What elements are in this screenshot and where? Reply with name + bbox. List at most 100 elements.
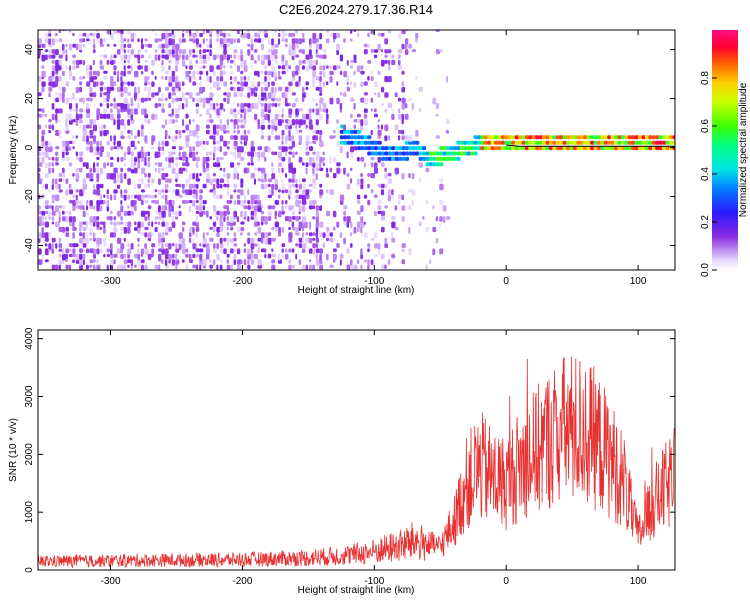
spectrogram-cell bbox=[99, 65, 104, 70]
spectrogram-cell bbox=[312, 38, 317, 44]
spectrogram-cell bbox=[446, 146, 451, 151]
spectrogram-cell bbox=[404, 49, 409, 55]
spectrogram-cell bbox=[446, 216, 451, 220]
spectrogram-cell bbox=[96, 226, 101, 231]
spectrogram-cell bbox=[44, 205, 50, 209]
spectrogram-cell bbox=[96, 70, 100, 77]
spectrogram-cell bbox=[164, 248, 169, 255]
spectrogram-cell bbox=[168, 253, 172, 261]
spectrogram-cell bbox=[535, 146, 540, 151]
spectrogram-cell bbox=[411, 200, 414, 206]
spectrogram-cell bbox=[123, 70, 126, 77]
spectrogram-cell bbox=[192, 243, 197, 250]
spectrogram-cell bbox=[144, 65, 148, 72]
spectrogram-cell bbox=[284, 38, 288, 43]
spectrogram-cell bbox=[58, 65, 62, 71]
spectrogram-cell bbox=[521, 135, 526, 140]
spectrogram-cell bbox=[308, 156, 312, 164]
spectrogram-cell bbox=[298, 140, 302, 146]
spectrogram-cell bbox=[233, 167, 238, 174]
spectrogram-cell bbox=[415, 32, 419, 39]
spectrogram-cell bbox=[116, 173, 122, 179]
spectrogram-cell bbox=[271, 38, 274, 46]
spectrogram-cell bbox=[55, 156, 59, 162]
spectrogram-cell bbox=[116, 86, 121, 93]
spectrogram-cell bbox=[363, 221, 366, 225]
spectrogram-cell bbox=[332, 65, 337, 71]
spectrogram-cell bbox=[38, 162, 43, 167]
spectrogram-cell bbox=[408, 205, 412, 210]
spectrogram-cell bbox=[199, 194, 203, 200]
spectrogram-cell bbox=[120, 70, 124, 76]
spectrogram-cell bbox=[168, 113, 173, 117]
spectrogram-cell bbox=[113, 221, 117, 227]
spectrogram-cell bbox=[147, 205, 152, 210]
spectrogram-cell bbox=[617, 140, 622, 145]
spectrogram-cell bbox=[380, 264, 385, 269]
spectrogram-cell bbox=[250, 210, 255, 216]
spectrogram-cell bbox=[295, 65, 300, 71]
spectrogram-cell bbox=[58, 253, 62, 258]
spectrogram-cell bbox=[92, 237, 96, 242]
spectrogram-cell bbox=[206, 108, 210, 116]
spectrogram-cell bbox=[144, 264, 148, 270]
spectrogram-cell bbox=[319, 113, 323, 120]
spectrogram-cell bbox=[360, 135, 365, 140]
spectrogram-cell bbox=[487, 140, 492, 145]
spectrogram-cell bbox=[254, 49, 258, 53]
spectrogram-cell bbox=[212, 210, 217, 217]
spectrogram-cell bbox=[116, 264, 122, 270]
spectrogram-cell bbox=[339, 200, 344, 205]
spectrogram-cell bbox=[247, 129, 251, 135]
spectrogram-cell bbox=[456, 151, 461, 156]
spectrogram-cell bbox=[308, 259, 312, 263]
spectrogram-cell bbox=[147, 232, 152, 239]
spectrogram-cell bbox=[336, 65, 341, 69]
spectrogram-cell bbox=[367, 259, 370, 266]
spectrogram-cell bbox=[51, 124, 54, 131]
spectrogram-cell bbox=[524, 146, 530, 151]
spectrogram-cell bbox=[226, 216, 229, 221]
spectrogram-cell bbox=[151, 92, 155, 98]
spectrogram-cell bbox=[178, 103, 183, 110]
spectrogram-cell bbox=[511, 146, 516, 151]
spectrogram-cell bbox=[161, 259, 164, 265]
spectrogram-cell bbox=[144, 216, 148, 221]
spectrogram-cell bbox=[134, 135, 137, 140]
spectrogram-cell bbox=[247, 167, 250, 174]
spectrogram-cell bbox=[151, 59, 155, 66]
spectrogram-cell bbox=[44, 124, 47, 129]
spectrogram-cell bbox=[302, 194, 306, 202]
spectrogram-cell bbox=[230, 86, 234, 91]
spectrogram-cell bbox=[360, 97, 365, 103]
spectrogram-cell bbox=[401, 243, 406, 248]
spectrogram-cell bbox=[140, 248, 144, 255]
x-tick-label: 100 bbox=[630, 576, 647, 587]
spectrogram-cell bbox=[295, 189, 299, 194]
spectrogram-cell bbox=[271, 70, 274, 78]
spectrogram-cell bbox=[140, 210, 146, 217]
spectrogram-cell bbox=[223, 124, 226, 132]
spectrogram-cell bbox=[240, 59, 244, 67]
spectrogram-cell bbox=[223, 54, 227, 60]
spectrogram-cell bbox=[322, 156, 325, 162]
spectrogram-cell bbox=[295, 81, 300, 87]
spectrogram-cell bbox=[367, 135, 372, 140]
spectrogram-cell bbox=[216, 32, 220, 38]
spectrogram-cell bbox=[274, 103, 278, 108]
spectrogram-cell bbox=[151, 221, 154, 227]
spectrogram-cell bbox=[350, 97, 355, 102]
spectrogram-cell bbox=[641, 140, 646, 145]
spectrogram-cell bbox=[250, 162, 254, 166]
spectrogram-cell bbox=[243, 248, 247, 253]
spectrogram-cell bbox=[291, 49, 296, 57]
spectrogram-cell bbox=[319, 189, 324, 196]
spectrogram-cell bbox=[415, 151, 420, 156]
spectrogram-cell bbox=[178, 243, 182, 250]
spectrogram-cell bbox=[106, 264, 109, 270]
spectrogram-cell bbox=[278, 38, 281, 45]
spectrogram-cell bbox=[236, 259, 242, 265]
spectrogram-cell bbox=[384, 108, 388, 113]
spectrogram-cell bbox=[185, 135, 190, 142]
spectrogram-cell bbox=[206, 232, 209, 236]
